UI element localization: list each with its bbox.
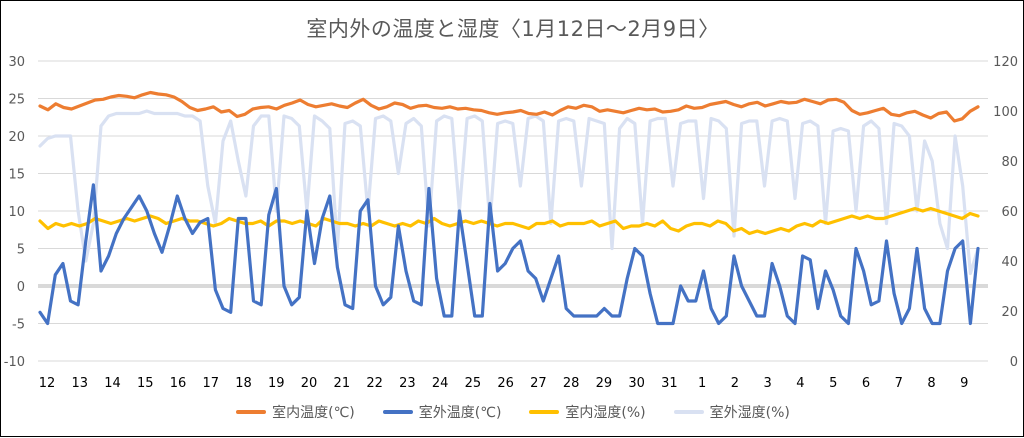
- legend-item-indoor-humidity: 室内湿度(%): [529, 402, 646, 422]
- x-tick-label: 24: [432, 376, 449, 391]
- left-y-tick-label: 0: [17, 280, 25, 295]
- legend-swatch-outdoor-temp: [382, 410, 413, 414]
- x-tick-label: 12: [39, 376, 56, 391]
- x-tick-label: 27: [530, 376, 547, 391]
- right-y-tick-label: 100: [993, 105, 1018, 120]
- x-tick-label: 25: [465, 376, 482, 391]
- x-tick-label: 13: [71, 376, 88, 391]
- x-tick-label: 31: [661, 376, 678, 391]
- x-tick-label: 8: [927, 376, 935, 391]
- legend-item-outdoor-humidity: 室外湿度(%): [673, 402, 790, 422]
- legend-swatch-indoor-temp: [236, 410, 267, 414]
- right-y-axis: 0 20 40 60 80 100 120: [993, 55, 1018, 370]
- x-tick-label: 22: [366, 376, 383, 391]
- series-lines: [38, 90, 980, 326]
- x-tick-label: 19: [268, 376, 285, 391]
- x-tick-label: 26: [497, 376, 514, 391]
- x-axis: 12 13 14 15 16 17 18 19 20 21 22 23 24 25 26 27 28 29 30 31…: [39, 376, 969, 391]
- line-outdoor-humidity: [38, 109, 980, 276]
- legend-swatch-outdoor-humidity: [673, 410, 704, 414]
- left-y-tick-label: 5: [17, 243, 25, 258]
- line-indoor-temp: [38, 90, 980, 123]
- left-y-tick-label: -10: [4, 355, 25, 370]
- x-tick-label: 28: [563, 376, 580, 391]
- left-y-tick-label: -5: [12, 318, 25, 333]
- left-y-axis: -10 -5 0 5 10 15 20 25 30: [4, 55, 25, 370]
- right-y-tick-label: 20: [1001, 305, 1018, 320]
- x-tick-label: 7: [895, 376, 903, 391]
- legend-label-outdoor-humidity: 室外湿度(%): [709, 405, 790, 421]
- chart-title: 室内外の温度と湿度〈1月12日～2月9日〉: [306, 17, 720, 41]
- x-tick-label: 15: [137, 376, 154, 391]
- x-tick-label: 30: [628, 376, 645, 391]
- line-indoor-humidity: [38, 206, 980, 236]
- legend-label-indoor-humidity: 室内湿度(%): [565, 405, 646, 421]
- right-y-tick-label: 80: [1001, 155, 1018, 170]
- x-tick-label: 21: [334, 376, 351, 391]
- right-y-tick-label: 120: [993, 55, 1018, 70]
- x-tick-label: 6: [862, 376, 870, 391]
- left-y-tick-label: 10: [8, 205, 25, 220]
- x-tick-label: 20: [301, 376, 318, 391]
- legend-item-indoor-temp: 室内温度(℃): [236, 402, 355, 422]
- left-y-tick-label: 15: [8, 168, 25, 183]
- legend-label-outdoor-temp: 室外温度(℃): [418, 405, 502, 421]
- right-y-tick-label: 60: [1001, 205, 1018, 220]
- left-y-tick-label: 20: [8, 130, 25, 145]
- x-tick-label: 9: [960, 376, 968, 391]
- x-tick-label: 29: [596, 376, 613, 391]
- x-tick-label: 5: [829, 376, 837, 391]
- x-tick-label: 1: [698, 376, 706, 391]
- right-y-tick-label: 40: [1001, 255, 1018, 270]
- x-tick-label: 23: [399, 376, 416, 391]
- x-tick-label: 16: [170, 376, 187, 391]
- legend-label-indoor-temp: 室内温度(℃): [272, 405, 355, 421]
- x-tick-label: 2: [731, 376, 739, 391]
- line-outdoor-temp: [38, 183, 980, 326]
- legend-swatch-indoor-humidity: [529, 410, 560, 414]
- x-tick-label: 4: [796, 376, 804, 391]
- x-tick-label: 18: [235, 376, 252, 391]
- legend-item-outdoor-temp: 室外温度(℃): [382, 402, 502, 422]
- x-tick-label: 3: [764, 376, 772, 391]
- gridlines: [38, 60, 988, 362]
- right-y-tick-label: 0: [1010, 355, 1018, 370]
- x-tick-label: 17: [203, 376, 220, 391]
- left-y-tick-label: 30: [8, 55, 25, 70]
- legend: 室内温度(℃) 室外温度(℃) 室内湿度(%) 室外湿度(%): [1, 402, 1024, 422]
- x-tick-label: 14: [104, 376, 121, 391]
- left-y-tick-label: 25: [8, 93, 25, 108]
